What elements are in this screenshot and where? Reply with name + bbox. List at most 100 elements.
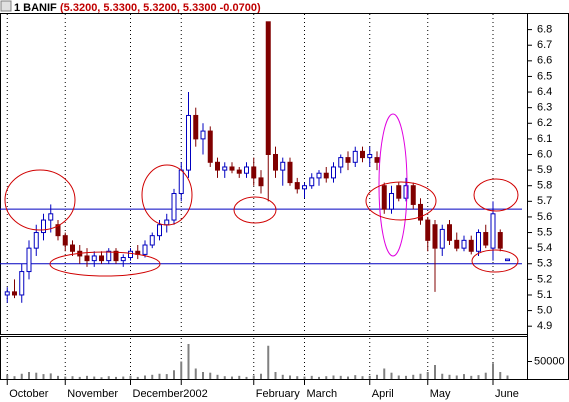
candle-body <box>258 177 264 187</box>
volume-bar <box>20 373 23 379</box>
candle-body <box>338 157 344 168</box>
candle-body <box>425 219 431 241</box>
x-tick-label: April <box>372 388 394 400</box>
candle-body <box>461 239 467 249</box>
candle-body <box>62 235 68 246</box>
candle-body <box>48 213 54 221</box>
ellipse <box>49 251 161 277</box>
candle-body <box>128 250 133 259</box>
candle-body <box>280 161 286 171</box>
candle-body <box>345 157 351 163</box>
volume-bar <box>115 376 117 379</box>
candle-body <box>207 130 213 163</box>
volume-bar <box>412 374 415 379</box>
candle-body <box>186 114 191 171</box>
volume-bar <box>318 376 320 379</box>
candle-body <box>200 130 206 140</box>
candle-body <box>447 224 452 241</box>
candle-body <box>265 21 271 155</box>
candle-body <box>12 291 17 296</box>
quote: (5.3200, 5.3300, 5.3200, 5.3300 -0.0700) <box>60 2 261 14</box>
window-icon[interactable] <box>0 0 12 12</box>
candle-body <box>149 235 155 246</box>
ellipse <box>233 196 277 224</box>
ellipse <box>471 249 519 273</box>
candle-body <box>164 219 170 226</box>
volume-bar <box>441 373 444 379</box>
x-tick-label: June <box>495 388 519 400</box>
x-tick-label: November <box>67 388 118 400</box>
volume-bar <box>6 374 9 379</box>
candle-body <box>142 244 148 255</box>
volume-bar <box>57 375 59 379</box>
candle-body <box>418 203 423 221</box>
x-tick-label: February <box>256 388 301 400</box>
volume-bar <box>339 375 342 379</box>
candle-body <box>251 166 257 179</box>
volume-bar <box>419 373 422 379</box>
volume-bar <box>332 375 335 379</box>
y-tick-label: 6.5 <box>537 70 552 82</box>
y-tick-label: 6.3 <box>537 102 552 114</box>
candle-body <box>84 255 90 262</box>
volume-bar <box>194 368 197 379</box>
candle-body <box>26 247 32 273</box>
candle-body <box>360 150 365 159</box>
volume-bar <box>354 375 357 379</box>
candle-body <box>294 182 300 190</box>
candle-body <box>287 161 293 184</box>
volume-bar <box>289 375 291 379</box>
candle-body <box>99 255 104 262</box>
candle-body <box>483 232 489 246</box>
ellipse <box>473 178 519 212</box>
candle-body <box>323 172 329 179</box>
y-tick-label: 5.5 <box>537 226 552 238</box>
candle-body <box>331 166 336 179</box>
volume-bar <box>426 372 429 379</box>
volume-bar <box>180 361 183 379</box>
y-tick-label: 5.4 <box>537 242 552 254</box>
volume-bar <box>151 374 154 379</box>
y-tick-label: 4.9 <box>537 320 552 332</box>
candle-body <box>505 258 510 262</box>
x-tick-label: December <box>133 388 184 400</box>
annotations <box>4 113 519 277</box>
volume-bar <box>173 370 175 379</box>
volume-bar <box>383 368 386 379</box>
candle-body <box>120 257 126 262</box>
volume-bar <box>129 375 132 379</box>
volume-bar <box>274 372 277 379</box>
candle-body <box>19 271 25 296</box>
volume-tick-label: 50000 <box>534 355 565 367</box>
volume-bar <box>448 374 451 379</box>
volume-bar <box>216 374 219 379</box>
candle-body <box>396 185 402 199</box>
volume-bar <box>165 374 168 379</box>
volume-bar <box>434 365 436 379</box>
candle-body <box>106 250 112 262</box>
volume-bar <box>35 372 38 379</box>
y-tick-label: 5.3 <box>537 258 552 270</box>
candle-body <box>55 224 61 237</box>
volume-bar <box>492 363 494 379</box>
volume-bar <box>376 374 378 379</box>
volume-bar <box>260 373 262 379</box>
volume-bar <box>136 376 139 379</box>
candle-body <box>33 232 39 249</box>
candle-body <box>309 177 315 187</box>
candle-body <box>302 185 307 190</box>
volume-bar <box>187 344 190 379</box>
y-tick-label: 6.2 <box>537 117 552 129</box>
candle-body <box>229 166 235 171</box>
volume-bar <box>64 376 67 379</box>
volume-bar <box>470 375 473 379</box>
volume-bar <box>267 345 270 379</box>
candle-body <box>222 166 228 171</box>
y-tick-label: 5.1 <box>537 289 552 301</box>
volume-bar <box>107 376 110 379</box>
volume-bar <box>368 375 371 379</box>
volume-bar <box>484 372 487 379</box>
candle-body <box>4 291 10 296</box>
volume-bar <box>455 375 458 379</box>
